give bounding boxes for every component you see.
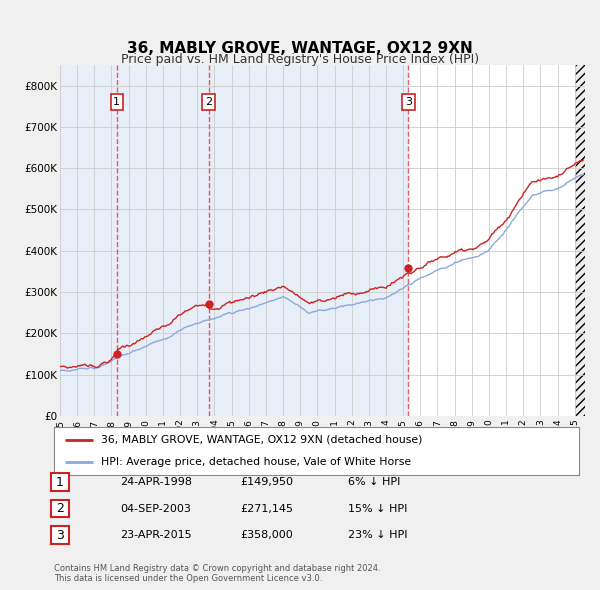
Text: 36, MABLY GROVE, WANTAGE, OX12 9XN (detached house): 36, MABLY GROVE, WANTAGE, OX12 9XN (deta… [101,435,422,445]
Text: HPI: Average price, detached house, Vale of White Horse: HPI: Average price, detached house, Vale… [101,457,412,467]
Bar [60,65,117,416]
Text: 24-APR-1998: 24-APR-1998 [120,477,192,487]
Text: 15% ↓ HPI: 15% ↓ HPI [348,504,407,513]
Bar [575,65,585,416]
Text: 6% ↓ HPI: 6% ↓ HPI [348,477,400,487]
Text: 3: 3 [56,529,64,542]
Text: This data is licensed under the Open Government Licence v3.0.: This data is licensed under the Open Gov… [54,574,322,583]
Text: Price paid vs. HM Land Registry's House Price Index (HPI): Price paid vs. HM Land Registry's House … [121,53,479,66]
Text: 36, MABLY GROVE, WANTAGE, OX12 9XN: 36, MABLY GROVE, WANTAGE, OX12 9XN [127,41,473,56]
Text: 2: 2 [205,97,212,107]
Text: 04-SEP-2003: 04-SEP-2003 [120,504,191,513]
Text: Contains HM Land Registry data © Crown copyright and database right 2024.: Contains HM Land Registry data © Crown c… [54,565,380,573]
Text: 1: 1 [113,97,120,107]
Text: 3: 3 [405,97,412,107]
Bar [117,65,209,416]
Text: 23% ↓ HPI: 23% ↓ HPI [348,530,407,540]
Text: £149,950: £149,950 [240,477,293,487]
Bar [209,65,409,416]
Text: 1: 1 [56,476,64,489]
Text: 2: 2 [56,502,64,515]
Text: 23-APR-2015: 23-APR-2015 [120,530,191,540]
Text: £358,000: £358,000 [240,530,293,540]
Text: £271,145: £271,145 [240,504,293,513]
